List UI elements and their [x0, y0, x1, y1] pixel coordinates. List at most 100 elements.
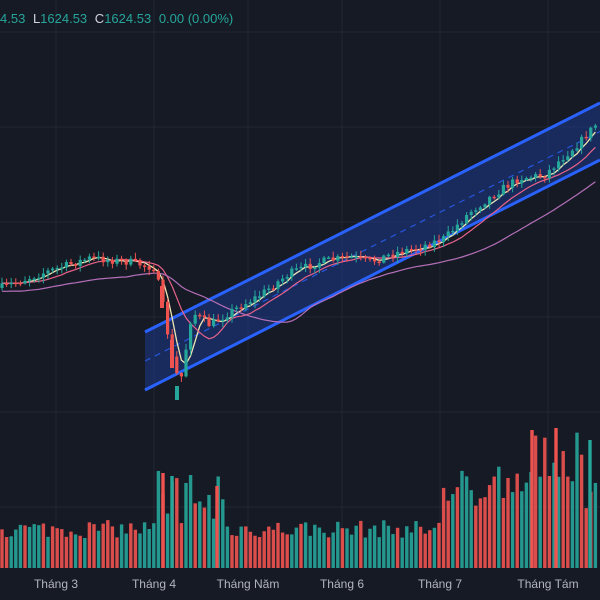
volume-bar	[579, 454, 584, 568]
candle-body	[474, 210, 478, 212]
candle-body	[575, 148, 579, 151]
candle-body	[5, 283, 9, 285]
volume-bar	[497, 466, 501, 568]
legend-low-key: L	[32, 11, 41, 26]
channel-mid-line[interactable]	[144, 130, 600, 362]
candle-body	[336, 256, 340, 261]
volume-bar	[165, 513, 170, 568]
volume-bar	[575, 432, 579, 568]
volume-bar	[294, 527, 299, 568]
volume-bar	[391, 534, 395, 568]
volume-bar	[359, 520, 363, 568]
volume-bar	[303, 522, 308, 568]
x-axis: Tháng 3 Tháng 4 Tháng Năm Tháng 6 Tháng …	[34, 577, 579, 591]
volume-bar	[423, 533, 427, 568]
volume-bar	[451, 494, 455, 568]
candle-body	[529, 177, 533, 180]
volume-bar	[221, 499, 225, 568]
volume-bar	[455, 487, 460, 568]
x-tick-label: Tháng Năm	[217, 577, 280, 591]
candle-body	[225, 317, 229, 320]
candle-body	[202, 315, 206, 318]
candle-body	[432, 240, 436, 248]
candle-body	[561, 160, 565, 162]
candle-body	[198, 314, 202, 317]
candle-body	[160, 286, 164, 308]
candle-body	[0, 283, 4, 288]
volume-bar	[280, 532, 285, 568]
legend-close-key: C	[94, 11, 105, 26]
candle-body	[373, 259, 377, 262]
candle-body	[451, 230, 455, 233]
candle-body	[543, 176, 547, 179]
candle-body	[331, 257, 335, 261]
volume-bar	[533, 435, 538, 568]
volume-bar	[248, 531, 253, 568]
candle-body	[18, 282, 22, 285]
candle-body	[281, 278, 285, 282]
volume-bar	[308, 535, 312, 568]
volume-bar	[414, 521, 418, 568]
candle-body	[368, 257, 372, 260]
volume-bar	[50, 526, 55, 568]
candle-body	[570, 150, 574, 157]
candle-body	[87, 256, 91, 260]
candle-body	[124, 259, 128, 265]
candle-body	[253, 296, 257, 303]
candle-body	[506, 184, 510, 188]
candle-body	[524, 178, 528, 181]
candle-body	[294, 268, 298, 270]
candle-body	[74, 264, 78, 266]
candle-body	[92, 256, 96, 258]
volume-bar	[556, 476, 561, 568]
candle-body	[60, 267, 64, 269]
volume-bar	[27, 526, 32, 568]
candle-body	[212, 319, 216, 326]
volume-bar	[588, 440, 592, 568]
volume-bar	[538, 476, 542, 568]
volume-bar	[106, 520, 110, 568]
volume-bar	[543, 437, 547, 568]
channel-upper-line[interactable]	[144, 101, 600, 334]
channel-lower-line[interactable]	[144, 158, 600, 392]
x-tick-label: Tháng 6	[320, 577, 364, 591]
candle-body	[534, 174, 538, 178]
candle-body	[423, 244, 427, 250]
volume-bar	[69, 531, 73, 568]
candle-body	[143, 265, 147, 267]
candle-body	[9, 282, 13, 285]
volume-bar	[142, 522, 147, 568]
candle-body	[557, 161, 561, 169]
volume-bar	[267, 526, 271, 568]
volume-bar	[101, 523, 105, 568]
candle-body	[115, 258, 119, 264]
volume-bar	[147, 529, 151, 568]
volume-bar	[382, 520, 386, 568]
candle-body	[175, 386, 179, 400]
candle-body	[409, 248, 413, 251]
volume-bar	[570, 481, 575, 568]
candle-body	[184, 349, 188, 377]
candle-body	[258, 296, 262, 298]
candle-body	[230, 308, 234, 318]
candle-body	[492, 196, 496, 199]
volume-bar	[198, 501, 202, 568]
volume-bar	[138, 533, 142, 568]
candle-body	[120, 258, 124, 261]
candle-body	[396, 251, 400, 258]
volume-bar	[129, 523, 133, 568]
volume-bar	[326, 537, 331, 568]
candle-body	[428, 244, 432, 248]
volume-bar	[37, 525, 41, 568]
volume-bar	[225, 526, 230, 568]
candle-body	[175, 356, 179, 374]
candle-body	[189, 323, 193, 350]
candle-body	[41, 273, 45, 278]
candle-body	[23, 280, 27, 284]
volume-bar	[175, 478, 179, 568]
candle-body	[267, 288, 271, 291]
candle-body	[271, 288, 275, 291]
volume-bar	[530, 430, 534, 568]
regression-channel[interactable]	[144, 101, 600, 392]
